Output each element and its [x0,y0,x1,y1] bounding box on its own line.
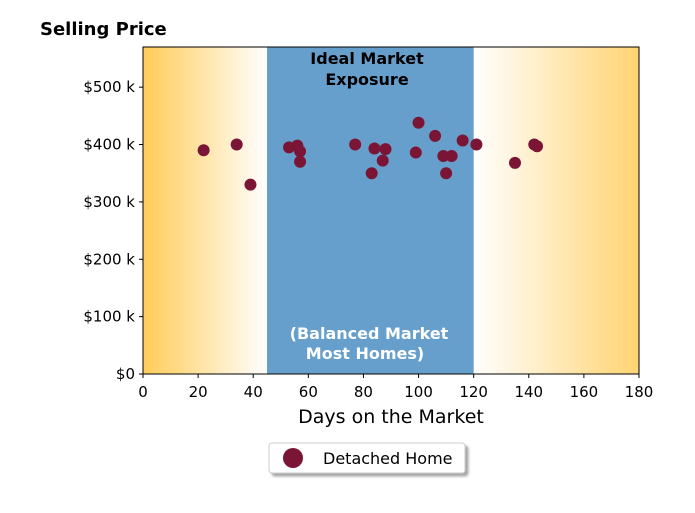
x-tick-label: 60 [299,383,318,401]
data-point [376,154,389,167]
data-point [379,143,392,156]
y-axis: $0 $100 k $200 k $300 k $400 k $500 k [83,78,143,383]
x-tick-label: 0 [138,383,148,401]
plot-area: Ideal Market Exposure (Balanced Market M… [142,46,640,375]
y-tick-label: $200 k [83,250,135,268]
y-tick-label: $0 [116,365,135,383]
data-point [294,155,307,168]
data-point [437,150,450,162]
chart-title: Selling Price [40,19,167,40]
left-fade-region [143,47,267,374]
right-fade-region [473,47,639,374]
x-tick-label: 140 [514,383,543,401]
data-point [197,144,210,157]
data-point [230,138,243,151]
data-point [294,145,307,158]
x-tick-label: 120 [459,383,488,401]
legend-marker [283,448,303,468]
legend-box [268,442,466,474]
y-tick-label: $300 k [83,193,135,211]
data-point [445,150,458,162]
x-axis-label: Days on the Market [298,406,484,428]
x-tick-label: 100 [404,383,433,401]
legend-label: Detached Home [323,449,453,468]
x-tick-label: 160 [570,383,599,401]
data-point [409,146,422,159]
ideal-market-band [267,47,474,374]
x-tick-label: 20 [189,383,208,401]
data-point [244,178,257,191]
data-point [365,167,378,180]
data-points [197,116,544,191]
annotation-bottom-line-2: Most Homes) [306,344,424,363]
data-point [368,142,381,155]
x-tick-label: 80 [354,383,373,401]
x-axis: 0 20 40 60 80 100 120 140 160 180 [138,374,653,401]
x-tick-label: 40 [244,383,263,401]
data-point [470,138,483,151]
plot-frame [142,46,640,375]
annotation-top-line-1: Ideal Market [310,49,424,68]
annotation-bottom-line-1: (Balanced Market [290,324,449,343]
data-point [509,156,521,169]
data-point [429,129,442,142]
data-point [412,116,425,129]
y-tick-label: $400 k [83,136,135,154]
legend: Detached Home [268,442,466,474]
y-tick-label: $100 k [83,308,135,326]
data-point [531,140,544,153]
y-tick-label: $500 k [83,78,135,96]
data-point [456,134,469,147]
data-point [349,138,362,151]
x-tick-label: 180 [625,383,654,401]
annotation-top-line-2: Exposure [325,70,409,89]
data-point [440,167,453,180]
